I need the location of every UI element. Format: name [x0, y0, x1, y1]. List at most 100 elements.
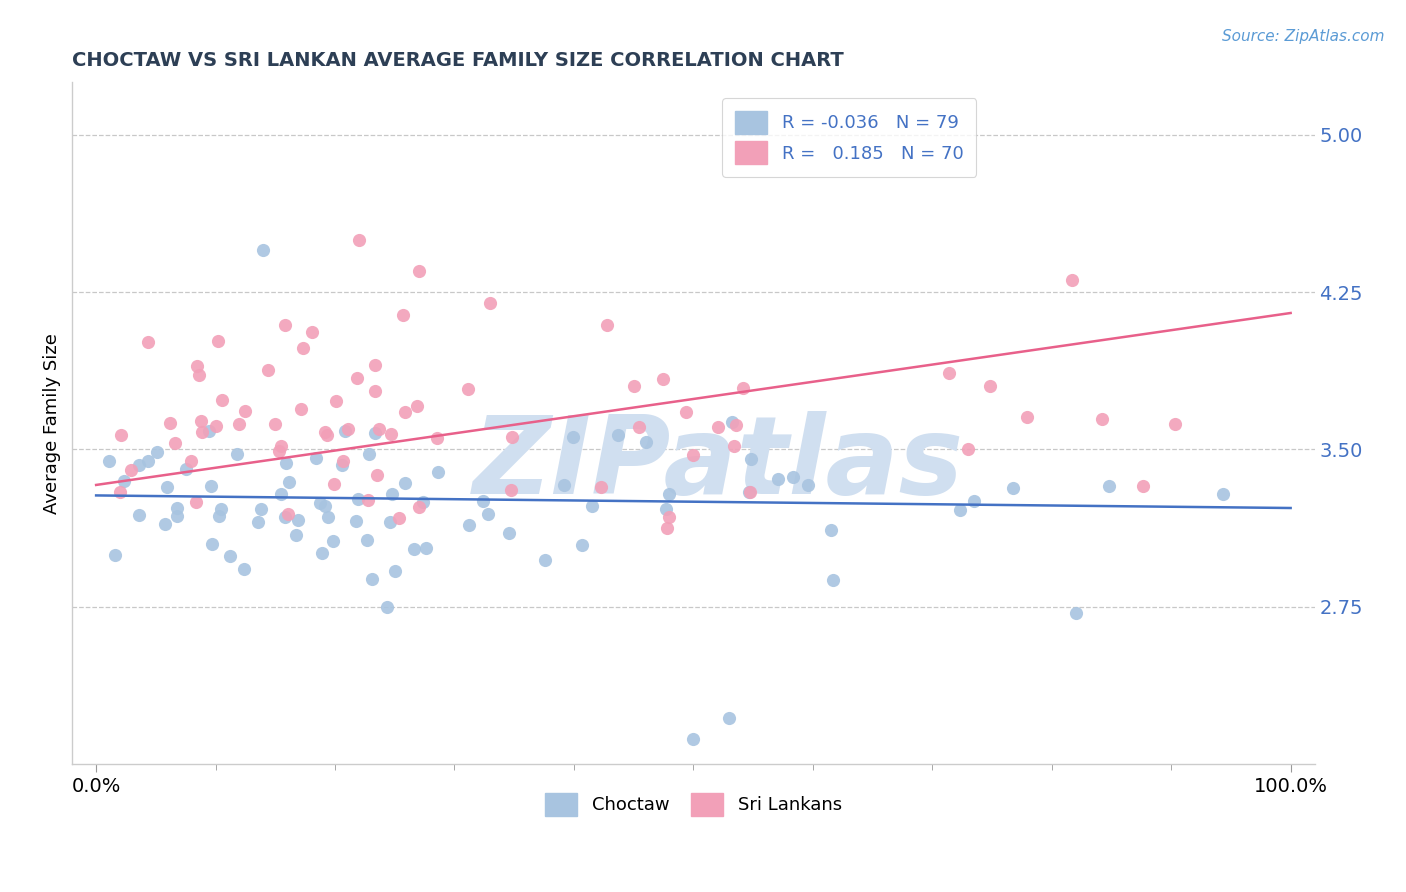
Point	[740, 485, 762, 500]
Point	[533, 553, 555, 567]
Point	[166, 508, 188, 523]
Point	[658, 509, 681, 524]
Point	[98, 454, 121, 468]
Point	[191, 425, 214, 439]
Point	[501, 430, 523, 444]
Point	[347, 233, 370, 247]
Point	[226, 447, 249, 461]
Point	[198, 424, 221, 438]
Point	[335, 424, 357, 438]
Point	[301, 325, 323, 339]
Point	[553, 477, 575, 491]
Point	[277, 508, 299, 522]
Point	[723, 439, 745, 453]
Point	[155, 517, 177, 532]
Point	[720, 415, 742, 429]
Point	[394, 405, 416, 419]
Point	[159, 416, 181, 430]
Point	[406, 399, 429, 413]
Point	[607, 427, 630, 442]
Point	[657, 487, 679, 501]
Point	[186, 359, 208, 373]
Point	[634, 434, 657, 449]
Point	[498, 526, 520, 541]
Point	[404, 541, 426, 556]
Point	[1098, 479, 1121, 493]
Point	[120, 463, 142, 477]
Point	[336, 421, 359, 435]
Point	[274, 509, 297, 524]
Point	[188, 368, 211, 382]
Point	[426, 432, 449, 446]
Point	[228, 417, 250, 431]
Point	[180, 454, 202, 468]
Point	[274, 318, 297, 333]
Point	[740, 451, 762, 466]
Point	[165, 436, 187, 450]
Point	[499, 483, 522, 497]
Point	[233, 404, 256, 418]
Point	[291, 341, 314, 355]
Point	[252, 243, 274, 257]
Point	[381, 486, 404, 500]
Point	[655, 501, 678, 516]
Point	[325, 394, 347, 409]
Point	[110, 484, 132, 499]
Point	[562, 430, 585, 444]
Point	[682, 731, 704, 746]
Point	[219, 549, 242, 563]
Point	[190, 413, 212, 427]
Point	[267, 444, 290, 458]
Point	[316, 509, 339, 524]
Point	[655, 521, 678, 535]
Point	[270, 439, 292, 453]
Point	[627, 420, 650, 434]
Point	[388, 511, 411, 525]
Point	[571, 538, 593, 552]
Point	[263, 417, 285, 432]
Point	[346, 371, 368, 385]
Point	[287, 512, 309, 526]
Point	[375, 600, 398, 615]
Point	[675, 405, 697, 419]
Point	[1132, 479, 1154, 493]
Point	[309, 496, 332, 510]
Point	[766, 472, 789, 486]
Point	[408, 264, 430, 278]
Point	[136, 454, 159, 468]
Point	[718, 711, 741, 725]
Point	[146, 444, 169, 458]
Point	[979, 379, 1001, 393]
Point	[1062, 273, 1084, 287]
Point	[948, 503, 970, 517]
Point	[209, 502, 232, 516]
Point	[247, 515, 270, 529]
Point	[366, 467, 388, 482]
Point	[156, 480, 179, 494]
Point	[322, 534, 344, 549]
Point	[391, 308, 413, 322]
Point	[357, 492, 380, 507]
Point	[581, 500, 603, 514]
Point	[427, 465, 450, 479]
Point	[378, 516, 401, 530]
Point	[104, 549, 127, 563]
Point	[138, 334, 160, 349]
Point	[314, 500, 336, 514]
Point	[128, 508, 150, 523]
Y-axis label: Average Family Size: Average Family Size	[44, 333, 60, 514]
Point	[270, 487, 292, 501]
Point	[359, 447, 381, 461]
Point	[344, 514, 367, 528]
Point	[315, 428, 337, 442]
Point	[208, 508, 231, 523]
Point	[1064, 606, 1087, 620]
Point	[330, 458, 353, 472]
Point	[596, 318, 619, 332]
Point	[797, 478, 820, 492]
Point	[652, 372, 675, 386]
Point	[274, 456, 297, 470]
Point	[408, 500, 430, 515]
Point	[623, 378, 645, 392]
Point	[394, 476, 416, 491]
